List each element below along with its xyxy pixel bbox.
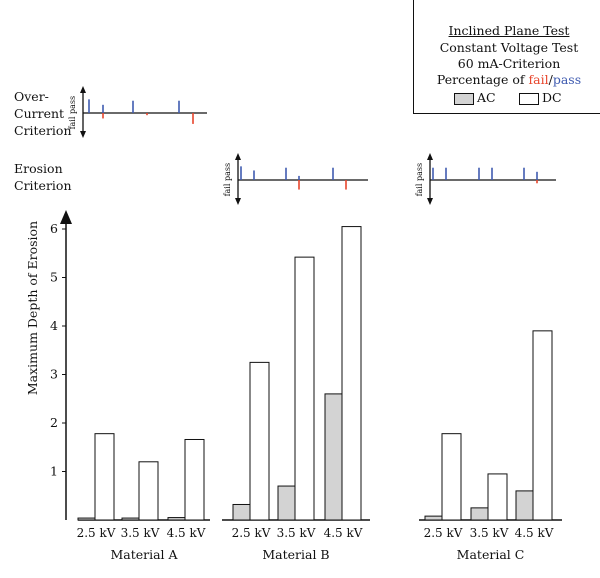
legend-line-test: Constant Voltage Test	[439, 40, 579, 55]
group-label-2: Material B	[262, 547, 329, 562]
group-label-3: Material C	[457, 547, 525, 562]
x-tick-label-2-1: 2.5 kV	[232, 526, 271, 540]
overcurrent-label-line1: Over-	[14, 89, 49, 104]
overcurrent-criterion-label: Over- Current Criterion	[14, 88, 72, 139]
x-tick-label-2-3: 4.5 kV	[324, 526, 363, 540]
y-axis-label: Maximum Depth of Erosion	[25, 221, 40, 395]
group-label-1: Material A	[110, 547, 178, 562]
x-label-group: 2.5 kV 3.5 kV 4.5 kV Material A 2.5 kV 3.5 kV…	[77, 526, 554, 562]
legend-entry-dc: DC	[519, 90, 562, 105]
bar-dc-2-1	[249, 361, 270, 521]
bar-dc-1-2	[138, 461, 159, 521]
bar-ac-2-2	[277, 485, 296, 521]
y-tick-label-2: 2	[50, 415, 58, 430]
x-tick-label-3-1: 2.5 kV	[424, 526, 463, 540]
indicator-panel-1-fail-label: fail	[68, 116, 77, 129]
bar-dc-1-3	[184, 438, 205, 521]
y-tick-group: 1 2 3 4 5 6	[50, 221, 66, 479]
bar-ac-2-3	[324, 393, 343, 521]
indicator-panel-3-fail-label: fail	[415, 183, 424, 196]
x-tick-label-1-3: 4.5 kV	[167, 526, 206, 540]
indicator-panel-3-arrow-up	[427, 153, 433, 160]
indicator-panel-1-arrow-down	[80, 131, 86, 138]
legend-swatch-ac	[454, 92, 474, 105]
indicator-panel-3-pass-label: pass	[415, 163, 424, 181]
bar-dc-3-2	[487, 473, 508, 521]
legend-fail-word: fail	[528, 72, 549, 87]
bar-dc-2-2	[294, 256, 315, 521]
indicator-panel-1-pass-label: pass	[68, 96, 77, 114]
erosion-label-line1: Erosion	[14, 161, 63, 176]
bar-dc-3-1	[441, 433, 462, 521]
indicator-panel-1-arrow-up	[80, 86, 86, 93]
x-tick-label-2-2: 3.5 kV	[277, 526, 316, 540]
indicator-panel-2-pass-label: pass	[223, 163, 232, 181]
x-tick-label-1-1: 2.5 kV	[77, 526, 116, 540]
bar-group	[77, 226, 562, 521]
x-tick-label-3-3: 4.5 kV	[515, 526, 554, 540]
erosion-criterion-label: Erosion Criterion	[14, 160, 72, 194]
legend-pass-word: pass	[552, 72, 582, 87]
bar-ac-3-1	[424, 515, 443, 521]
y-tick-label-6: 6	[50, 221, 58, 236]
legend-percentage-prefix: Percentage of	[436, 72, 529, 87]
legend-slash: /	[548, 72, 553, 87]
bar-dc-1-1	[94, 433, 115, 521]
legend-line-criterion: 60 mA-Criterion	[457, 56, 561, 71]
x-tick-label-1-2: 3.5 kV	[121, 526, 160, 540]
indicator-panel-2-arrow-up	[235, 153, 241, 160]
overcurrent-label-line3: Criterion	[14, 123, 72, 138]
bar-dc-2-3	[341, 226, 362, 521]
indicator-panel-2-arrow-down	[235, 198, 241, 205]
bar-ac-3-2	[470, 507, 489, 521]
bar-dc-3-3	[532, 330, 553, 521]
bar-ac-2-1	[232, 503, 251, 521]
legend-swatch-dc	[519, 92, 539, 105]
legend-label-ac: AC	[477, 90, 496, 105]
legend-label-dc: DC	[542, 90, 562, 105]
y-tick-label-3: 3	[50, 367, 58, 382]
bar-ac-1-1	[77, 517, 96, 521]
indicator-panel-2-fail-label: fail	[223, 183, 232, 196]
erosion-label-line2: Criterion	[14, 178, 72, 193]
y-tick-label-1: 1	[50, 464, 58, 479]
x-tick-label-3-2: 3.5 kV	[470, 526, 509, 540]
bar-ac-3-3	[515, 490, 534, 521]
legend: Inclined Plane Test Constant Voltage Tes…	[413, 0, 600, 114]
legend-line-percentage: Percentage of fail/pass	[414, 72, 600, 87]
overcurrent-label-line2: Current	[14, 106, 65, 121]
y-axis-arrow	[60, 210, 72, 224]
bar-ac-1-2	[121, 517, 140, 521]
y-tick-label-5: 5	[50, 270, 58, 285]
bar-ac-1-3	[167, 517, 186, 521]
y-tick-label-4: 4	[50, 318, 58, 333]
legend-title: Inclined Plane Test	[448, 23, 570, 38]
criterion-indicators: pass fail pass fail pass fail	[68, 86, 556, 205]
indicator-panel-3-arrow-down	[427, 198, 433, 205]
legend-entry-ac: AC	[454, 90, 496, 105]
